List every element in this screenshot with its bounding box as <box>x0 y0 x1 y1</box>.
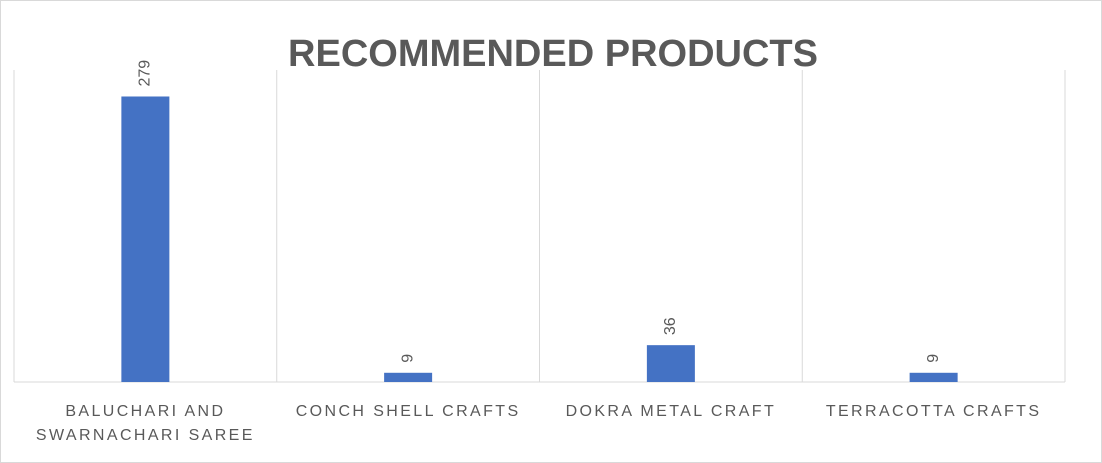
data-label: 36 <box>662 317 679 335</box>
bar <box>646 345 695 382</box>
data-label: 279 <box>137 60 154 87</box>
bar <box>909 372 958 382</box>
x-tick-label: CONCH SHELL CRAFTS <box>295 403 521 420</box>
x-tick-label: DOKRA METAL CRAFT <box>565 403 777 420</box>
bar <box>121 96 170 383</box>
bar <box>384 372 433 382</box>
data-label: 9 <box>399 354 416 363</box>
x-tick-label: BALUCHARI AND SWARNACHARI SAREE <box>35 403 255 444</box>
chart-title: RECOMMENDED PRODUCTS <box>288 33 818 75</box>
x-tick-label: TERRACOTTA CRAFTS <box>825 403 1042 420</box>
data-label: 9 <box>925 354 942 363</box>
